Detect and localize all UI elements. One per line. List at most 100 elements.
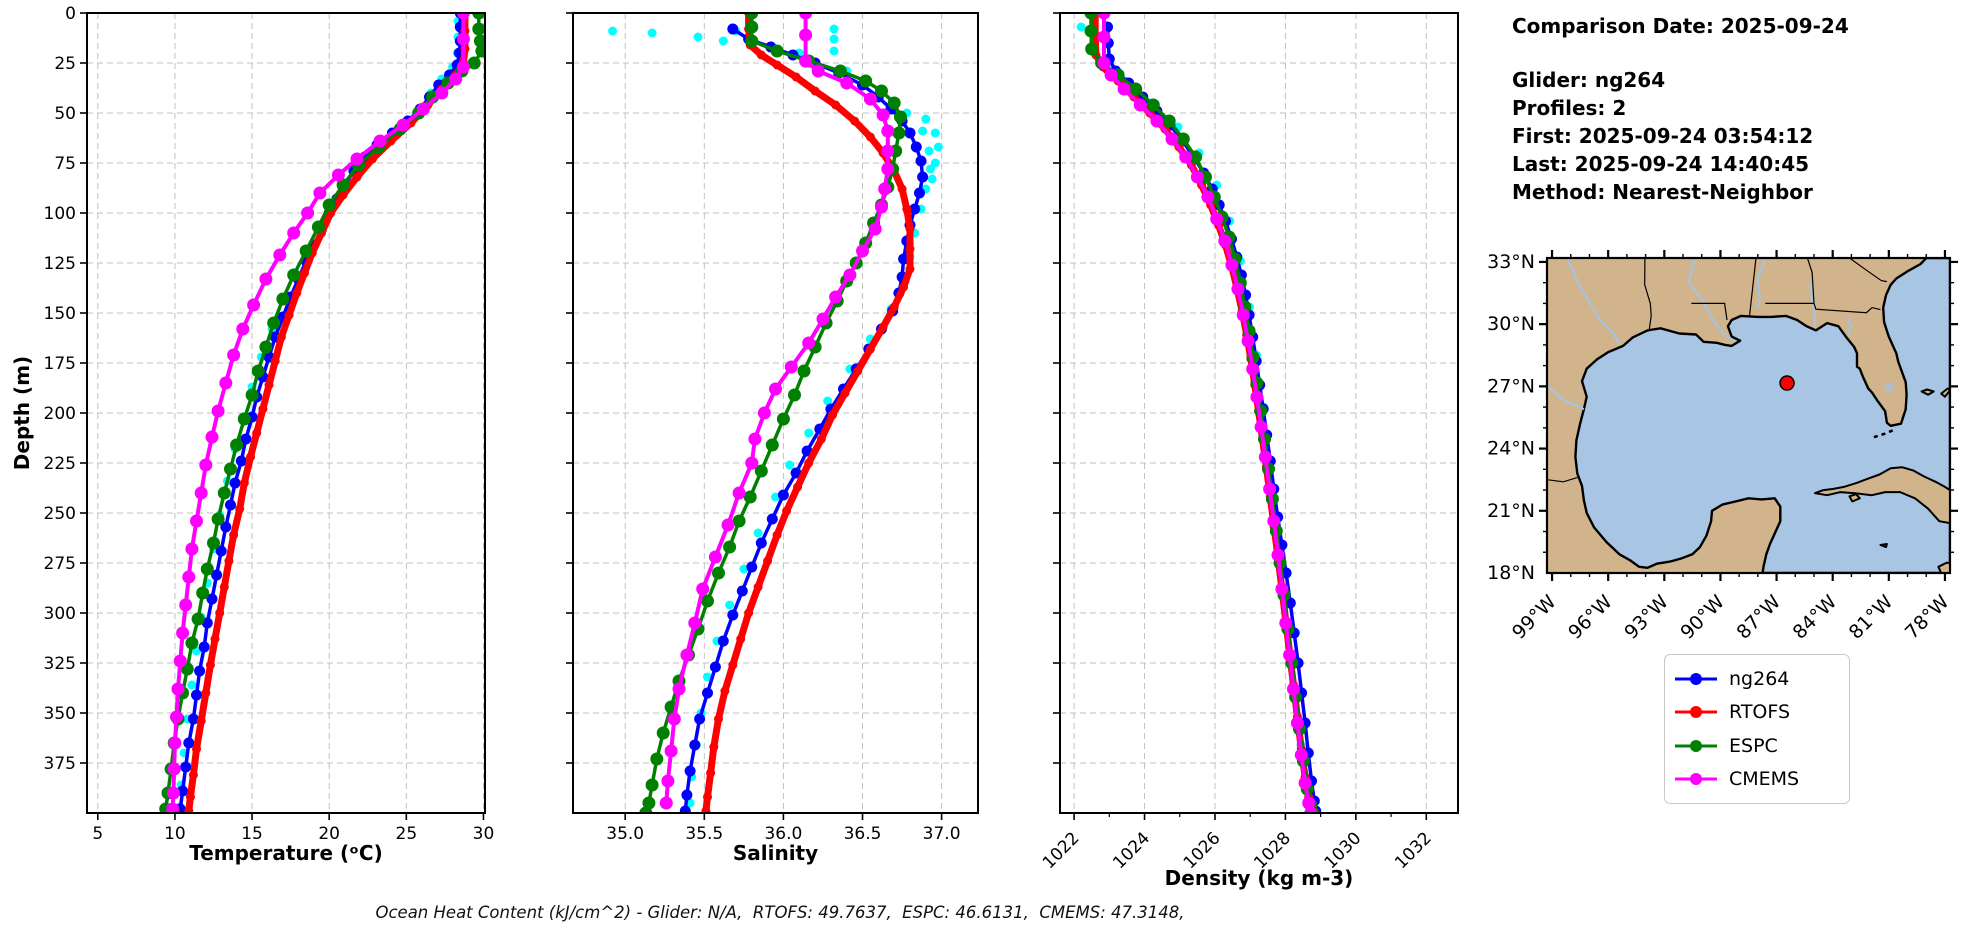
data-point bbox=[188, 770, 198, 780]
data-point bbox=[245, 388, 259, 402]
legend-label: ESPC bbox=[1729, 734, 1778, 757]
gridlines bbox=[87, 12, 485, 813]
data-point bbox=[684, 765, 696, 777]
data-point bbox=[235, 504, 245, 514]
data-point bbox=[192, 744, 201, 754]
data-point bbox=[723, 540, 737, 554]
map-state-border bbox=[1644, 258, 1652, 330]
map-lake bbox=[1884, 382, 1895, 393]
data-point bbox=[892, 126, 906, 140]
data-point bbox=[179, 598, 193, 612]
data-point bbox=[456, 60, 470, 74]
data-point bbox=[926, 164, 935, 174]
data-point bbox=[173, 654, 187, 668]
data-point bbox=[856, 244, 869, 258]
data-point bbox=[225, 499, 236, 511]
temperature-axis-title: Temperature (ᵒC) bbox=[189, 841, 383, 865]
data-point bbox=[661, 774, 675, 788]
data-point bbox=[1258, 450, 1272, 464]
y-tick-label: 350 bbox=[44, 704, 76, 724]
data-point bbox=[930, 158, 940, 168]
data-point bbox=[777, 489, 789, 501]
data-point bbox=[472, 22, 485, 36]
data-point bbox=[831, 100, 841, 110]
series-RTOFS bbox=[701, 13, 915, 813]
legend-label: ng264 bbox=[1729, 668, 1790, 691]
data-point bbox=[757, 406, 771, 420]
data-point bbox=[694, 713, 706, 725]
data-point bbox=[196, 586, 210, 600]
map-lat-label: 21°N bbox=[1487, 500, 1535, 522]
data-point bbox=[688, 616, 702, 630]
data-point bbox=[276, 332, 286, 342]
data-point bbox=[1097, 30, 1111, 44]
data-point bbox=[1290, 716, 1304, 730]
comparison-info: Comparison Date: 2025-09-24 Glider: ng26… bbox=[1512, 12, 1849, 206]
data-point bbox=[829, 34, 839, 44]
data-point bbox=[898, 253, 910, 265]
x-tick-label: 35.0 bbox=[606, 824, 644, 844]
data-point bbox=[1084, 13, 1098, 20]
data-point bbox=[284, 310, 294, 320]
data-point bbox=[881, 144, 895, 158]
axis-ticks bbox=[1053, 12, 1428, 820]
data-point bbox=[894, 110, 907, 124]
data-point bbox=[645, 778, 659, 792]
plot-frame bbox=[86, 12, 486, 814]
data-point bbox=[185, 792, 195, 802]
map-lat-label: 33°N bbox=[1487, 251, 1535, 273]
data-point bbox=[865, 344, 875, 354]
data-point bbox=[1190, 170, 1204, 184]
data-point bbox=[301, 206, 315, 220]
data-point bbox=[887, 96, 901, 110]
y-tick-label: 250 bbox=[44, 504, 76, 524]
data-point bbox=[905, 224, 915, 234]
data-point bbox=[904, 127, 916, 139]
map-river bbox=[1756, 258, 1767, 308]
map-lon-label: 93°W bbox=[1620, 591, 1673, 644]
tick-labels: 35.0 35.5 36.0 36.5 37.0 bbox=[606, 824, 960, 844]
data-point bbox=[744, 608, 754, 618]
data-point bbox=[1179, 150, 1193, 164]
data-point bbox=[889, 302, 899, 312]
y-tick-label: 275 bbox=[44, 554, 76, 574]
data-point bbox=[1150, 114, 1164, 128]
data-point bbox=[190, 514, 203, 528]
data-point bbox=[727, 23, 739, 35]
data-point bbox=[680, 648, 694, 662]
legend-label: CMEMS bbox=[1729, 767, 1800, 790]
y-tick-label: 0 bbox=[65, 4, 76, 24]
data-point bbox=[763, 556, 773, 566]
data-point bbox=[714, 714, 723, 724]
data-point bbox=[708, 550, 722, 564]
data-point bbox=[473, 34, 485, 48]
data-point bbox=[736, 634, 746, 644]
temperature-plot: 5 10 15 20 25 3002550751001251501752002252502… bbox=[44, 4, 495, 844]
series-RTOFS bbox=[1090, 13, 1316, 813]
map-island bbox=[1848, 493, 1861, 503]
data-point bbox=[182, 570, 196, 584]
data-point bbox=[693, 32, 703, 42]
data-point bbox=[753, 582, 763, 592]
data-point bbox=[728, 660, 738, 670]
data-point bbox=[804, 428, 814, 438]
data-point bbox=[456, 13, 470, 20]
data-point bbox=[185, 636, 199, 650]
legend: ng264 RTOFS ESPC CMEMS bbox=[1664, 654, 1850, 804]
data-point bbox=[828, 410, 837, 420]
series-CMEMS bbox=[1097, 13, 1318, 813]
series-ng264 bbox=[1102, 21, 1322, 813]
data-point bbox=[472, 13, 485, 20]
data-point bbox=[917, 171, 929, 183]
map-lon-label: 81°W bbox=[1845, 591, 1898, 644]
legend-item-ng264: ng264 bbox=[1673, 668, 1841, 690]
data-point bbox=[921, 114, 931, 124]
data-point bbox=[230, 438, 244, 452]
data-point bbox=[251, 364, 265, 378]
data-point bbox=[739, 564, 749, 574]
data-point bbox=[840, 388, 850, 398]
data-point bbox=[701, 806, 711, 813]
data-point bbox=[811, 64, 825, 78]
axis-ticks bbox=[566, 12, 943, 820]
